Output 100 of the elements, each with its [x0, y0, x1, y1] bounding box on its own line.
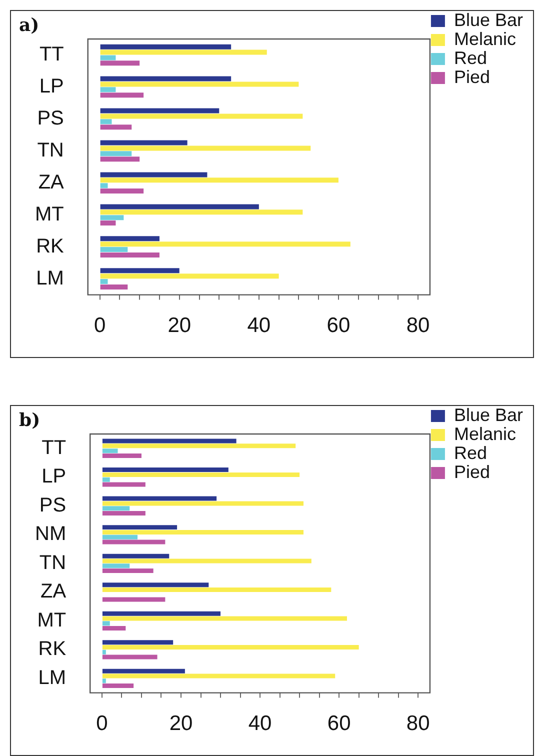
bar [102, 621, 110, 626]
y-tick-label: TN [37, 139, 64, 162]
legend-label: Pied [454, 462, 490, 482]
bar [102, 501, 304, 506]
bar [100, 55, 116, 60]
bar [100, 242, 350, 247]
bar [100, 279, 108, 284]
bar [102, 438, 236, 444]
bar [102, 540, 166, 544]
bar [102, 482, 146, 487]
legend-label: Blue Bar [454, 404, 524, 425]
y-tick-label: TT [39, 44, 64, 66]
bar [102, 444, 296, 448]
bar [102, 611, 221, 616]
legend-label: Red [454, 48, 487, 68]
bar [102, 674, 336, 678]
bar [102, 640, 174, 645]
bar [102, 650, 106, 654]
y-tick-label: TT [42, 436, 66, 459]
chart-title: b) [19, 410, 40, 431]
y-tick-label: LP [42, 466, 66, 488]
bar [100, 268, 180, 274]
y-tick-label: PS [39, 494, 66, 516]
x-tick-label: 0 [94, 314, 106, 338]
legend-label: Melanic [454, 424, 516, 444]
x-tick-label: 20 [168, 314, 192, 338]
bar [102, 597, 166, 602]
bar [100, 236, 160, 242]
bar [102, 472, 300, 477]
bar [102, 568, 154, 573]
x-tick-label: 60 [327, 712, 351, 736]
bar [100, 151, 132, 156]
x-tick-label: 40 [247, 314, 271, 338]
bar [100, 284, 128, 290]
chart-title: a) [19, 14, 40, 36]
legend-label: Pied [454, 66, 490, 87]
bar [102, 564, 130, 568]
x-tick-label: 40 [248, 712, 272, 736]
x-tick-label: 80 [406, 314, 430, 338]
bar [100, 252, 160, 258]
bar [102, 616, 347, 621]
y-tick-label: NM [34, 523, 66, 546]
y-tick-label: MT [34, 203, 64, 226]
bar [100, 188, 144, 194]
legend-label: Red [454, 442, 487, 463]
bar [102, 453, 142, 458]
bar [100, 156, 140, 162]
bar [100, 178, 338, 183]
bar [100, 247, 128, 252]
bar [100, 82, 299, 87]
bar [102, 468, 228, 472]
x-tick-label: 20 [169, 712, 193, 736]
bar [102, 530, 304, 534]
bar [102, 525, 178, 530]
bar [100, 210, 303, 215]
bar [102, 684, 134, 688]
y-tick-label: LM [38, 666, 66, 689]
bar [102, 626, 126, 630]
bar [100, 87, 116, 92]
y-tick-label: RK [36, 235, 65, 258]
bar [100, 146, 311, 151]
bar [100, 204, 259, 210]
x-tick-label: 60 [326, 314, 350, 338]
bar [102, 668, 185, 674]
bar [102, 477, 110, 482]
y-tick-label: LM [36, 267, 64, 290]
bar [102, 644, 359, 650]
y-tick-label: RK [38, 638, 67, 660]
y-tick-label: LP [39, 75, 64, 98]
legend-label: Melanic [454, 28, 516, 49]
bar [102, 534, 138, 540]
y-tick-label: ZA [38, 171, 65, 194]
x-tick-label: 80 [406, 712, 430, 736]
bar [100, 50, 267, 55]
bar [100, 119, 112, 124]
x-tick-label: 0 [96, 712, 108, 736]
y-tick-label: MT [37, 609, 66, 632]
bar [102, 506, 130, 511]
bar [100, 76, 232, 82]
y-tick-label: TN [39, 552, 66, 574]
bar [100, 140, 188, 146]
bar [102, 587, 332, 592]
bar [100, 108, 220, 114]
bar [100, 183, 108, 188]
bar [100, 44, 232, 50]
bar [100, 215, 124, 220]
bar [100, 172, 208, 178]
bar [100, 220, 116, 226]
bar [102, 678, 106, 684]
bar [100, 124, 132, 130]
bar [102, 448, 118, 454]
bar [102, 582, 209, 588]
bar [102, 496, 217, 501]
bar [100, 114, 303, 119]
legend-label: Blue Bar [454, 10, 524, 30]
bar [100, 92, 144, 98]
y-tick-label: PS [37, 107, 64, 130]
bar [102, 510, 146, 516]
bar [100, 274, 279, 279]
y-tick-label: ZA [40, 580, 67, 603]
